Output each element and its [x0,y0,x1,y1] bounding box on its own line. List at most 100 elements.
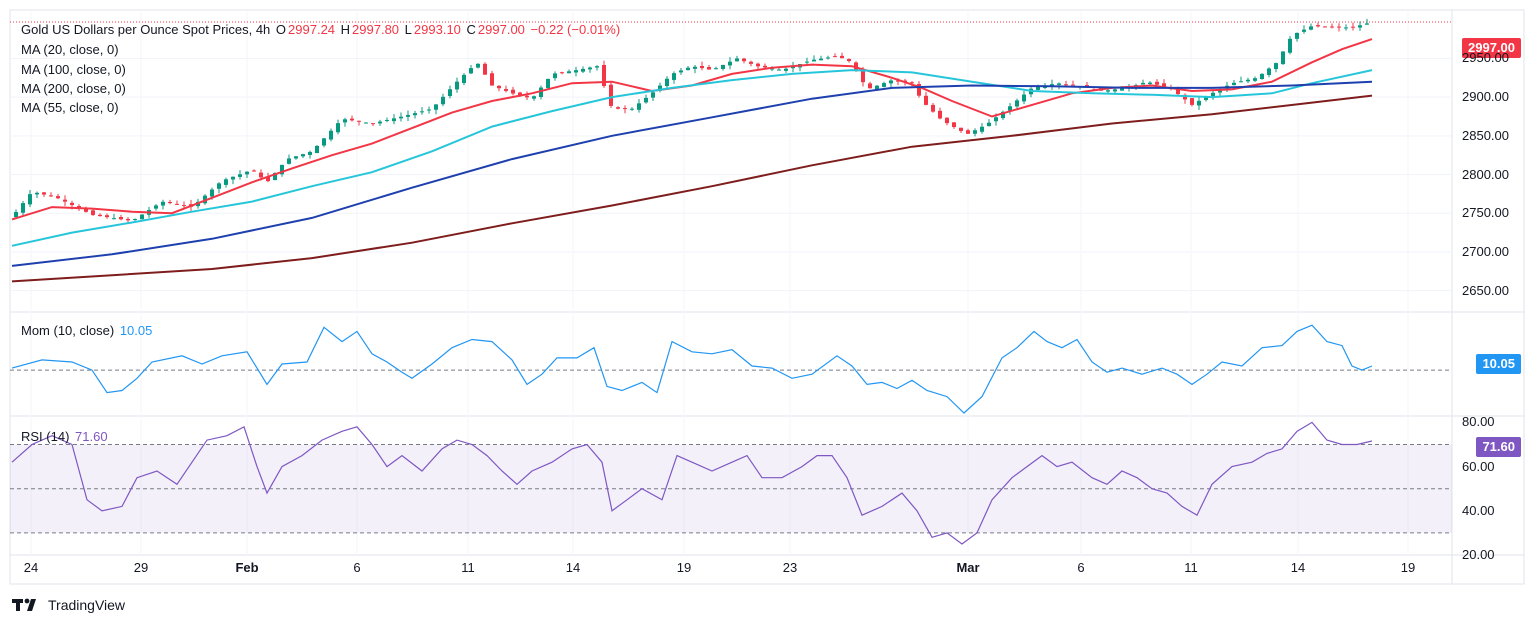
candle-body [378,121,382,124]
candle-body [1204,96,1208,101]
rsi-badge: 71.60 [1476,437,1521,457]
candle-body [616,107,620,109]
candle-body [588,67,592,70]
candle-body [91,210,95,215]
candle-body [952,122,956,128]
time-tick-label: Feb [235,560,259,575]
candle-body [364,122,368,124]
candle-body [84,207,88,212]
candle-body [392,118,396,122]
candle-body [784,68,788,71]
candle-body [301,154,305,157]
candle-body [469,68,473,74]
candle-body [749,61,753,64]
candle-body [462,74,466,84]
tradingview-icon [12,598,36,611]
open-value: 2997.24 [288,22,336,37]
rsi-tick-label: 40.00 [1462,502,1495,518]
time-tick-label: 23 [782,560,798,575]
candle-body [938,110,942,119]
candle-body [168,201,172,204]
rsi-label: RSI (14) [21,429,70,444]
candle-body [1295,32,1299,39]
candle-body [406,114,410,117]
high-value: 2997.80 [352,22,400,37]
candle-body [399,116,403,119]
candle-body [511,89,515,94]
candle-body [329,130,333,140]
candle-body [1190,98,1194,105]
candle-body [1162,83,1166,87]
candle-body [623,108,627,110]
candle-body [735,58,739,62]
candle-body [1141,82,1145,85]
price-badge: 2997.00 [1462,38,1521,58]
candle-body [112,218,116,220]
candle-body [294,156,298,159]
candle-body [924,95,928,105]
candle-body [1071,84,1075,86]
time-tick-label: 24 [23,560,39,575]
candle-body [1106,90,1110,92]
candle-body [791,66,795,69]
candle-body [483,63,487,75]
candle-body [658,85,662,91]
time-tick-label: 6 [353,560,361,575]
candle-body [476,63,480,68]
candle-body [770,68,774,70]
candle-body [980,126,984,132]
candle-body [238,174,242,177]
candle-body [1057,83,1061,85]
momentum-legend[interactable]: Mom (10, close) 10.05 [21,321,154,340]
legend-ma100[interactable]: MA (100, close, 0) [21,62,126,77]
candle-body [210,189,214,197]
chart-legend-header: Gold US Dollars per Ounce Spot Prices, 4… [21,20,622,39]
legend-ma20[interactable]: MA (20, close, 0) [21,42,119,57]
candle-body [126,218,130,221]
momentum-line [11,324,1373,414]
candle-body [287,158,291,164]
candle-body [280,164,284,175]
candle-body [56,196,60,199]
time-tick-label: 11 [1184,560,1198,575]
candle-body [49,195,53,197]
candle-body [119,217,123,220]
candle-body [553,73,557,79]
candle-body [910,82,914,84]
rsi-legend[interactable]: RSI (14) 71.60 [21,427,110,446]
candle-body [63,199,67,202]
candle-body [1288,38,1292,53]
candle-body [1008,106,1012,111]
momentum-badge: 10.05 [1476,354,1521,374]
candle-body [707,66,711,70]
candle-body [581,68,585,72]
candle-body [945,117,949,124]
candle-body [1337,26,1341,28]
legend-ma200[interactable]: MA (200, close, 0) [21,81,126,96]
candle-body [1022,94,1026,102]
rsi-tick-label: 60.00 [1462,458,1495,474]
price-tick-label: 2950.00 [1462,50,1509,66]
time-tick-label: Mar [956,560,980,575]
candle-body [1274,63,1278,69]
candle-body [434,104,438,110]
candle-body [1260,73,1264,80]
candle-body [175,203,179,205]
candle-body [343,119,347,123]
time-tick-label: 14 [565,560,581,575]
candle-body [1246,79,1250,82]
candle-body [854,62,858,70]
candle-body [819,58,823,61]
candle-body [1015,100,1019,107]
candle-body [805,61,809,63]
legend-ma55[interactable]: MA (55, close, 0) [21,100,119,115]
candle-body [518,92,522,96]
tradingview-logo[interactable]: TradingView [12,597,125,613]
candle-body [1155,81,1159,85]
candle-body [1323,26,1327,28]
candle-body [1309,26,1313,30]
rsi-value: 71.60 [75,429,108,444]
rsi-tick-label: 20.00 [1462,547,1495,562]
candle-body [28,194,32,205]
